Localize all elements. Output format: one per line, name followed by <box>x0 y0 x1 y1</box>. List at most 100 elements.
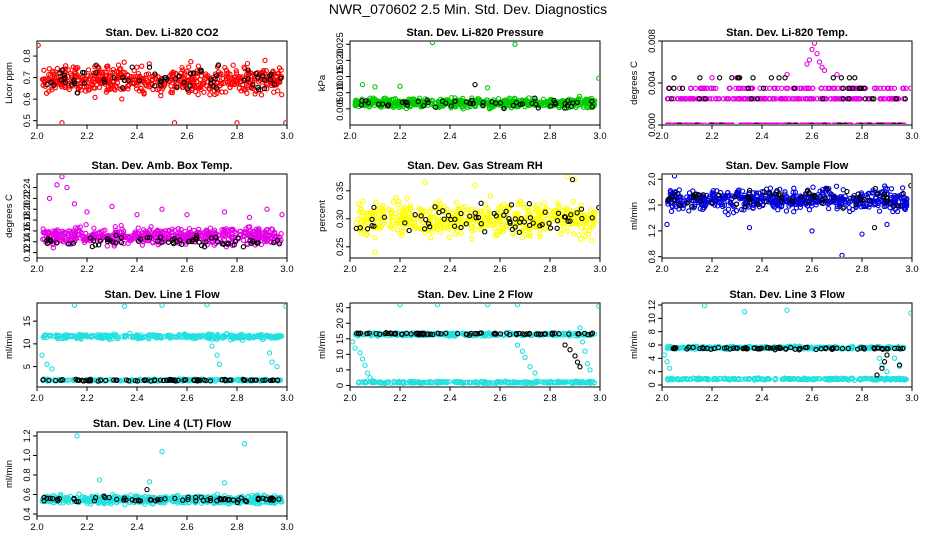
data-point <box>67 237 74 243</box>
data-point <box>766 122 772 124</box>
data-point <box>570 198 576 205</box>
data-point <box>537 223 543 229</box>
data-point <box>191 377 197 383</box>
data-point <box>560 225 566 232</box>
data-point <box>238 333 244 339</box>
data-point <box>888 194 894 201</box>
data-point <box>201 244 208 250</box>
data-point <box>369 216 375 223</box>
data-point <box>247 237 253 244</box>
data-point <box>853 201 859 207</box>
data-point <box>91 225 97 231</box>
data-point <box>589 104 595 110</box>
data-point <box>278 231 284 237</box>
data-point <box>484 85 491 91</box>
points <box>40 175 285 251</box>
data-point <box>110 335 116 342</box>
data-point <box>415 206 422 212</box>
data-point <box>371 102 377 109</box>
data-point <box>696 96 703 102</box>
data-point <box>72 230 78 236</box>
data-point <box>182 228 188 235</box>
data-point <box>455 101 462 108</box>
data-point <box>83 76 89 82</box>
data-point <box>492 225 499 232</box>
data-point <box>206 86 213 92</box>
data-point <box>536 201 542 208</box>
data-point <box>148 378 154 384</box>
data-point <box>751 96 757 102</box>
data-point <box>743 122 749 124</box>
data-point <box>258 92 265 98</box>
data-point <box>121 59 127 65</box>
data-point <box>411 217 417 223</box>
data-point <box>817 188 823 194</box>
data-point <box>412 212 418 218</box>
data-point <box>778 85 785 91</box>
data-point <box>782 75 788 81</box>
data-point <box>846 75 853 81</box>
y-tick-label: 20 <box>335 318 346 329</box>
data-point <box>669 193 676 200</box>
data-point <box>226 74 232 80</box>
data-point <box>855 122 861 124</box>
data-point <box>908 85 911 91</box>
data-point <box>475 214 482 221</box>
data-point <box>368 209 374 215</box>
data-point <box>882 96 888 102</box>
data-point <box>79 69 86 76</box>
data-point <box>666 198 672 204</box>
data-point <box>838 75 845 81</box>
data-point <box>541 200 547 206</box>
data-point <box>217 82 223 89</box>
x-tick-label: 2.0 <box>343 264 356 275</box>
data-point <box>803 122 808 124</box>
data-point <box>845 122 851 124</box>
data-point <box>95 234 102 240</box>
data-point <box>94 82 100 88</box>
data-point <box>552 213 559 219</box>
data-point <box>207 92 213 98</box>
data-point <box>423 99 429 106</box>
data-point <box>245 67 251 73</box>
data-point <box>750 205 756 211</box>
data-point <box>739 122 745 124</box>
data-point <box>472 210 478 216</box>
data-point <box>529 100 535 107</box>
data-point <box>473 222 479 228</box>
data-point <box>64 332 70 338</box>
data-point <box>819 64 825 70</box>
data-point <box>143 83 149 89</box>
x-tick-label: 2.4 <box>130 131 143 142</box>
data-point <box>708 200 714 206</box>
data-point <box>672 122 678 124</box>
data-point <box>283 304 286 309</box>
data-point <box>858 204 864 210</box>
data-point <box>275 377 281 383</box>
data-point <box>809 96 815 102</box>
data-point <box>265 82 271 88</box>
data-point <box>778 198 784 204</box>
data-point <box>596 75 599 81</box>
data-point <box>44 81 50 88</box>
series-highlight <box>40 376 281 384</box>
data-point <box>666 196 672 202</box>
data-point <box>858 85 864 91</box>
data-point <box>391 100 398 106</box>
data-point <box>113 240 119 246</box>
data-point <box>187 83 193 89</box>
data-point <box>253 70 259 77</box>
points <box>352 42 599 112</box>
x-tick-label: 2.8 <box>230 264 243 275</box>
data-point <box>477 99 483 105</box>
data-point <box>887 192 894 198</box>
data-point <box>54 182 60 188</box>
data-point <box>186 64 192 70</box>
data-point <box>725 206 732 212</box>
data-point <box>439 98 446 104</box>
data-point <box>267 77 274 83</box>
data-point <box>574 210 580 216</box>
y-tick-label: 1.2 <box>647 224 658 237</box>
data-point <box>148 80 155 86</box>
data-point <box>764 122 770 124</box>
